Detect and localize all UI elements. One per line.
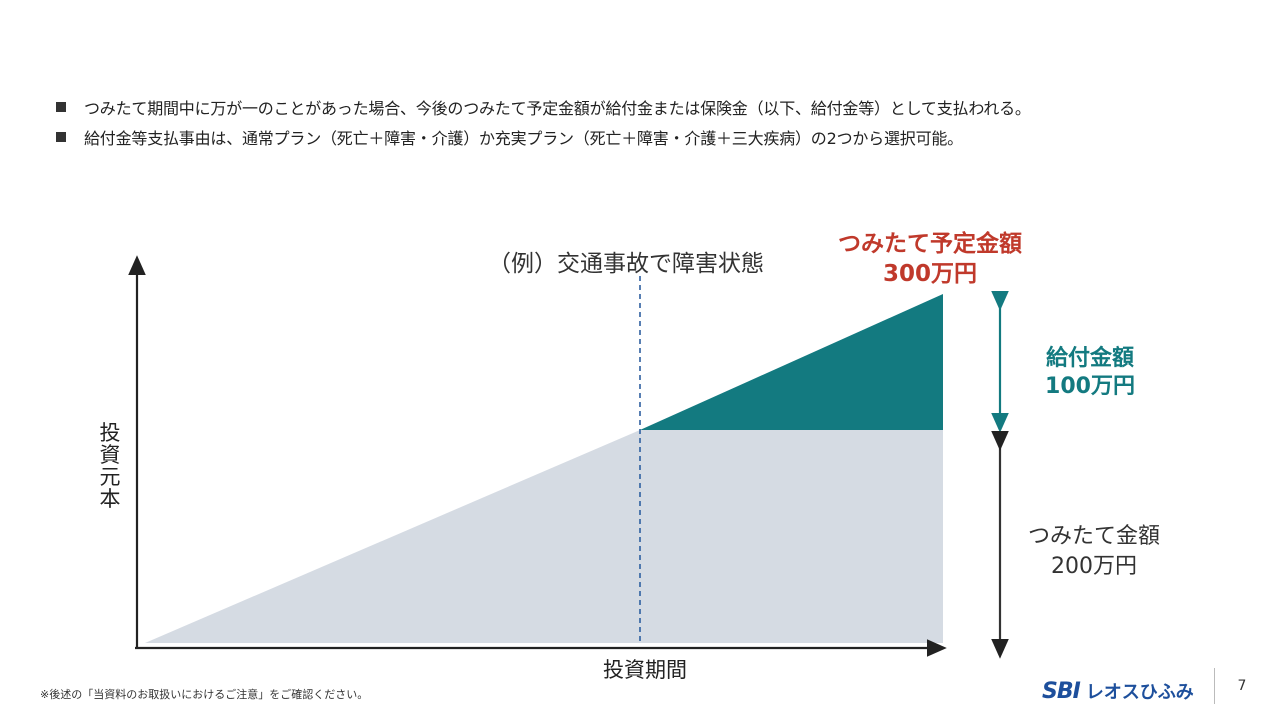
bullet-text: つみたて期間中に万が一のことがあった場合、今後のつみたて予定金額が給付金または保…: [84, 99, 1031, 118]
page-number: 7: [1237, 678, 1247, 694]
bullet-list: つみたて期間中に万が一のことがあった場合、今後のつみたて予定金額が給付金または保…: [56, 92, 1031, 152]
paid-amount-value: 200万円: [1051, 554, 1137, 579]
bullet-item: 給付金等支払事由は、通常プラン（死亡＋障害・介護）か充実プラン（死亡＋障害・介護…: [56, 122, 1031, 152]
company-logo: SBI レオスひふみ: [1042, 674, 1194, 708]
planned-amount-title: つみたて予定金額: [838, 231, 1022, 257]
event-label: （例）交通事故で障害状態: [488, 251, 764, 277]
paid-amount-area: [145, 430, 943, 643]
benefit-amount-value: 100万円: [1045, 374, 1135, 399]
planned-amount-value: 300万円: [882, 261, 977, 287]
y-axis-label: 投資元本: [99, 421, 121, 511]
benefit-amount-area: [640, 294, 943, 430]
square-bullet-icon: [56, 132, 66, 142]
paid-amount-title: つみたて金額: [1027, 524, 1160, 549]
benefit-amount-title: 給付金額: [1045, 346, 1134, 371]
bullet-item: つみたて期間中に万が一のことがあった場合、今後のつみたて予定金額が給付金または保…: [56, 92, 1031, 122]
x-axis-label: 投資期間: [603, 658, 687, 682]
bullet-text: 給付金等支払事由は、通常プラン（死亡＋障害・介護）か充実プラン（死亡＋障害・介護…: [84, 129, 963, 148]
footer-divider: [1214, 668, 1215, 704]
footnote: ※後述の「当資料のお取扱いにおけるご注意」をご確認ください。: [40, 688, 369, 701]
square-bullet-icon: [56, 102, 66, 112]
logo-text: レオスひふみ: [1085, 682, 1194, 703]
logo-mark: SBI: [1042, 678, 1081, 704]
